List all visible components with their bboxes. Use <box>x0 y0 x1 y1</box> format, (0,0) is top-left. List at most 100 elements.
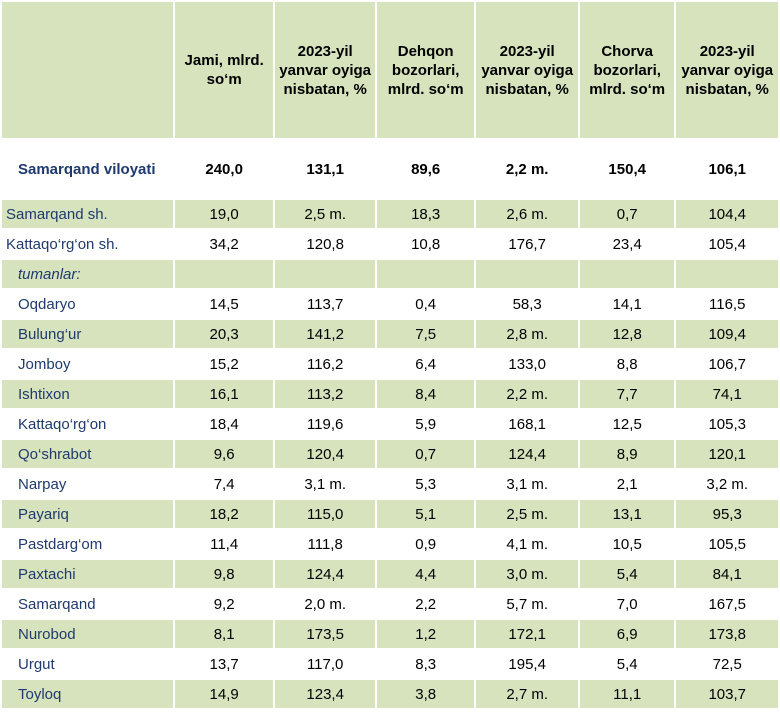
districts-label: tumanlar: <box>2 260 173 288</box>
cell: 116,5 <box>676 290 778 318</box>
cell: 0,7 <box>376 440 475 468</box>
cell: 72,5 <box>676 650 778 678</box>
cell: 2,0 m. <box>275 590 375 618</box>
cell <box>174 260 274 288</box>
cell: 109,4 <box>676 320 778 348</box>
table-row: Bulung‘ur 20,3 141,2 7,5 2,8 m. 12,8 109,4 <box>2 320 778 348</box>
cell: 5,1 <box>376 500 475 528</box>
table-row: Toyloq 14,9 123,4 3,8 2,7 m. 11,1 103,7 <box>2 680 778 708</box>
cell: 120,1 <box>676 440 778 468</box>
row-name: Kattaqo‘rg‘on <box>2 410 173 438</box>
cell: 2,8 m. <box>476 320 578 348</box>
cell: 103,7 <box>676 680 778 708</box>
cell: 2,5 m. <box>476 500 578 528</box>
cell: 106,1 <box>676 140 778 198</box>
cell: 6,4 <box>376 350 475 378</box>
header-chorva: Chorva bozorlari, mlrd. so‘m <box>579 2 675 138</box>
cell: 167,5 <box>676 590 778 618</box>
cell: 8,1 <box>174 620 274 648</box>
cell: 34,2 <box>174 230 274 258</box>
cell: 111,8 <box>275 530 375 558</box>
cell: 7,4 <box>174 470 274 498</box>
cell: 117,0 <box>275 650 375 678</box>
row-name: Samarqand <box>2 590 173 618</box>
cell: 105,4 <box>676 230 778 258</box>
table-row: Narpay 7,4 3,1 m. 5,3 3,1 m. 2,1 3,2 m. <box>2 470 778 498</box>
cell: 124,4 <box>275 560 375 588</box>
cell: 14,5 <box>174 290 274 318</box>
cell: 12,8 <box>579 320 675 348</box>
cell: 11,4 <box>174 530 274 558</box>
cell: 3,8 <box>376 680 475 708</box>
cell: 120,8 <box>275 230 375 258</box>
cell: 119,6 <box>275 410 375 438</box>
cell: 14,9 <box>174 680 274 708</box>
header-jami: Jami, mlrd. so‘m <box>174 2 274 138</box>
table-row: Qo‘shrabot 9,6 120,4 0,7 124,4 8,9 120,1 <box>2 440 778 468</box>
cell: 0,7 <box>579 200 675 228</box>
cell <box>676 260 778 288</box>
cell: 95,3 <box>676 500 778 528</box>
cell: 16,1 <box>174 380 274 408</box>
cell: 2,6 m. <box>476 200 578 228</box>
cell: 133,0 <box>476 350 578 378</box>
row-name: Pastdarg‘om <box>2 530 173 558</box>
cell: 113,7 <box>275 290 375 318</box>
cell: 115,0 <box>275 500 375 528</box>
cell: 11,1 <box>579 680 675 708</box>
cell <box>275 260 375 288</box>
header-dehqon-percent: 2023-yil yanvar oyiga nisbatan, % <box>476 2 578 138</box>
cell: 23,4 <box>579 230 675 258</box>
header-chorva-percent: 2023-yil yanvar oyiga nisbatan, % <box>676 2 778 138</box>
cell <box>579 260 675 288</box>
cell: 123,4 <box>275 680 375 708</box>
cell: 8,9 <box>579 440 675 468</box>
cell: 8,3 <box>376 650 475 678</box>
cell: 8,4 <box>376 380 475 408</box>
cell: 150,4 <box>579 140 675 198</box>
row-name: Oqdaryo <box>2 290 173 318</box>
table-row: Pastdarg‘om 11,4 111,8 0,9 4,1 m. 10,5 105,5 <box>2 530 778 558</box>
cell: 116,2 <box>275 350 375 378</box>
cell: 5,4 <box>579 560 675 588</box>
cell <box>376 260 475 288</box>
cell: 20,3 <box>174 320 274 348</box>
table-row: Samarqand 9,2 2,0 m. 2,2 5,7 m. 7,0 167,5 <box>2 590 778 618</box>
header-dehqon: Dehqon bozorlari, mlrd. so‘m <box>376 2 475 138</box>
cell: 131,1 <box>275 140 375 198</box>
cell: 8,8 <box>579 350 675 378</box>
cell: 120,4 <box>275 440 375 468</box>
cell: 105,3 <box>676 410 778 438</box>
row-name: Samarqand viloyati <box>2 140 173 198</box>
row-name: Bulung‘ur <box>2 320 173 348</box>
header-row: Jami, mlrd. so‘m 2023-yil yanvar oyiga n… <box>2 2 778 138</box>
cell: 12,5 <box>579 410 675 438</box>
cell: 176,7 <box>476 230 578 258</box>
cell: 15,2 <box>174 350 274 378</box>
cell: 0,9 <box>376 530 475 558</box>
cell: 3,0 m. <box>476 560 578 588</box>
cell: 124,4 <box>476 440 578 468</box>
cell: 141,2 <box>275 320 375 348</box>
table-row: Paxtachi 9,8 124,4 4,4 3,0 m. 5,4 84,1 <box>2 560 778 588</box>
cell: 3,2 m. <box>676 470 778 498</box>
cell: 2,2 m. <box>476 140 578 198</box>
row-name: Narpay <box>2 470 173 498</box>
cell: 195,4 <box>476 650 578 678</box>
cell: 9,2 <box>174 590 274 618</box>
cell: 74,1 <box>676 380 778 408</box>
cell: 4,4 <box>376 560 475 588</box>
section-label-row: tumanlar: <box>2 260 778 288</box>
cell: 3,1 m. <box>275 470 375 498</box>
cell: 173,5 <box>275 620 375 648</box>
cell: 0,4 <box>376 290 475 318</box>
cell: 5,9 <box>376 410 475 438</box>
table-row: Payariq 18,2 115,0 5,1 2,5 m. 13,1 95,3 <box>2 500 778 528</box>
cell: 5,7 m. <box>476 590 578 618</box>
row-name: Urgut <box>2 650 173 678</box>
cell: 2,7 m. <box>476 680 578 708</box>
table-row: Kattaqo‘rg‘on 18,4 119,6 5,9 168,1 12,5 105,3 <box>2 410 778 438</box>
cell: 84,1 <box>676 560 778 588</box>
row-name: Jomboy <box>2 350 173 378</box>
